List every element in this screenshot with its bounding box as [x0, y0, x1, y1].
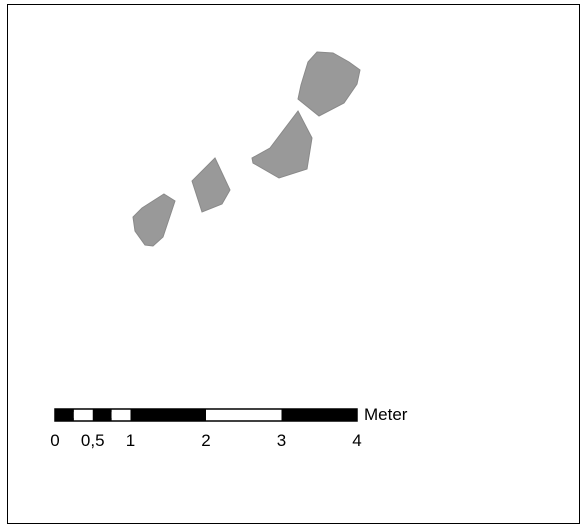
map-features [132, 51, 361, 247]
scale-tick-label-1: 0 [50, 431, 59, 450]
scale-bar-border [54, 408, 358, 422]
map-canvas: 0 0,5 1 2 3 4 Meter [50, 51, 408, 450]
scale-segment-4 [111, 412, 131, 418]
scale-bar: 0 0,5 1 2 3 4 Meter [50, 405, 408, 450]
scale-segment-6 [206, 412, 282, 418]
scale-segment-2 [73, 412, 93, 418]
scale-tick-label-4: 2 [201, 431, 210, 450]
polygon-feature-3 [191, 157, 231, 213]
scale-segment-7 [281, 409, 357, 421]
scale-segment-1 [55, 409, 74, 421]
scale-bar-segments [54, 408, 358, 422]
scale-tick-label-5: 3 [277, 431, 286, 450]
polygon-feature-4 [132, 193, 176, 247]
polygon-feature-2 [251, 110, 313, 179]
scale-bar-ticks: 0 0,5 1 2 3 4 [50, 431, 361, 450]
scale-segment-3 [92, 409, 112, 421]
scale-tick-label-3: 1 [126, 431, 135, 450]
scale-tick-label-2: 0,5 [81, 431, 105, 450]
scale-unit-label: Meter [364, 405, 408, 424]
scale-segment-5 [130, 409, 206, 421]
scale-tick-label-6: 4 [352, 431, 361, 450]
polygon-feature-1 [297, 51, 361, 117]
